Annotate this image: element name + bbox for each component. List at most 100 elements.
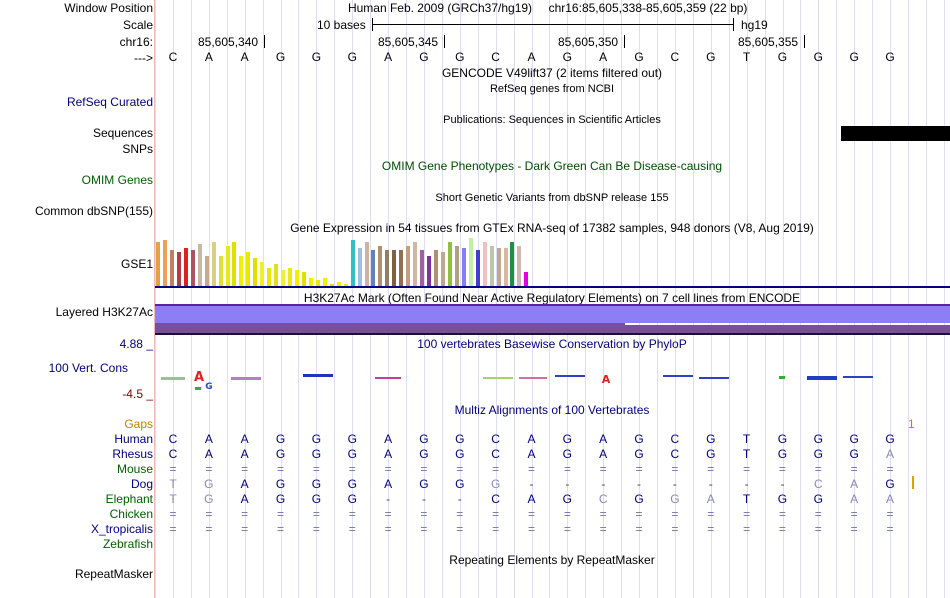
gtex-expression-bars[interactable]: [155, 236, 535, 286]
species-label[interactable]: Chicken: [109, 507, 153, 521]
gtex-tissue-bar[interactable]: [260, 262, 265, 286]
gse1-label[interactable]: GSE1: [120, 257, 153, 271]
gtex-tissue-bar[interactable]: [162, 240, 167, 286]
gtex-tissue-bar[interactable]: [336, 282, 341, 286]
aligned-base: A: [384, 447, 393, 461]
species-label[interactable]: Zebrafish: [102, 537, 153, 551]
gtex-tissue-bar[interactable]: [420, 250, 425, 286]
gtex-tissue-bar[interactable]: [308, 278, 313, 286]
gtex-tissue-bar[interactable]: [385, 250, 390, 286]
species-label[interactable]: X_tropicalis: [90, 522, 153, 536]
omim-track-title[interactable]: OMIM Gene Phenotypes - Dark Green Can Be…: [381, 159, 723, 173]
gtex-tissue-bar[interactable]: [239, 256, 244, 286]
dbsnp-track-title[interactable]: Short Genetic Variants from dbSNP releas…: [435, 192, 669, 204]
gtex-tissue-bar[interactable]: [329, 284, 334, 286]
gtex-tissue-bar[interactable]: [274, 264, 279, 286]
gtex-tissue-bar[interactable]: [190, 250, 195, 286]
gtex-tissue-bar[interactable]: [281, 270, 286, 286]
multiz-track-title[interactable]: Multiz Alignments of 100 Vertebrates: [454, 403, 650, 417]
gtex-tissue-bar[interactable]: [524, 272, 529, 286]
gtex-tissue-bar[interactable]: [322, 278, 327, 286]
aligned-base: =: [671, 462, 679, 476]
base-letter: G: [455, 50, 465, 64]
gencode-track-title[interactable]: GENCODE V49lift37 (2 items filtered out): [441, 66, 663, 80]
gtex-tissue-bar[interactable]: [315, 280, 320, 286]
h3k27ac-label[interactable]: Layered H3K27Ac: [55, 305, 153, 319]
species-label[interactable]: Mouse: [116, 462, 153, 476]
snps-label[interactable]: SNPs: [122, 142, 153, 156]
gtex-tissue-bar[interactable]: [350, 240, 355, 286]
refseq-curated-label[interactable]: RefSeq Curated: [66, 95, 153, 109]
repeatmasker-label[interactable]: RepeatMasker: [74, 567, 153, 581]
species-label[interactable]: Rhesus: [112, 447, 153, 461]
gtex-tissue-bar[interactable]: [496, 248, 501, 286]
gtex-tissue-bar[interactable]: [399, 250, 404, 286]
gtex-tissue-bar[interactable]: [461, 248, 466, 286]
gtex-tissue-bar[interactable]: [447, 242, 452, 286]
gtex-tissue-bar[interactable]: [364, 242, 369, 286]
gtex-tissue-bar[interactable]: [357, 248, 362, 286]
h3k27ac-signal[interactable]: [155, 306, 950, 323]
gtex-tissue-bar[interactable]: [288, 268, 293, 286]
gtex-tissue-bar[interactable]: [434, 250, 438, 286]
gtex-tissue-bar[interactable]: [176, 252, 181, 286]
gtex-tissue-bar[interactable]: [211, 242, 216, 286]
gtex-tissue-bar[interactable]: [253, 258, 258, 286]
species-label[interactable]: Human: [114, 432, 153, 446]
repeatmasker-track-title[interactable]: Repeating Elements by RepeatMasker: [449, 553, 655, 567]
publication-feature[interactable]: [841, 126, 950, 141]
gtex-tissue-bar[interactable]: [197, 244, 202, 286]
gtex-tissue-bar[interactable]: [440, 252, 445, 286]
aligned-base: -: [708, 477, 713, 491]
phylop-track-title[interactable]: 100 vertebrates Basewise Conservation by…: [417, 337, 687, 351]
species-label[interactable]: Elephant: [105, 492, 153, 506]
base-letter: A: [240, 50, 249, 64]
gtex-tissue-bar[interactable]: [517, 246, 522, 286]
gtex-tissue-bar[interactable]: [406, 246, 411, 286]
dbsnp-label[interactable]: Common dbSNP(155): [34, 204, 153, 218]
species-label[interactable]: Dog: [130, 477, 153, 491]
aligned-base: C: [670, 447, 680, 461]
gtex-tissue-bar[interactable]: [427, 256, 432, 286]
scale-bar: [372, 24, 733, 25]
gtex-track-title[interactable]: Gene Expression in 54 tissues from GTEx …: [290, 221, 814, 235]
gtex-tissue-bar[interactable]: [232, 242, 237, 286]
gtex-tissue-bar[interactable]: [475, 250, 480, 286]
gtex-tissue-bar[interactable]: [510, 242, 515, 286]
aligned-base: A: [527, 432, 536, 446]
base-letter: G: [419, 50, 429, 64]
gtex-tissue-bar[interactable]: [246, 252, 251, 286]
gaps-label[interactable]: Gaps: [124, 417, 153, 431]
aligned-base: =: [205, 462, 213, 476]
gtex-tissue-bar[interactable]: [267, 268, 272, 286]
gtex-tissue-bar[interactable]: [378, 246, 383, 286]
gtex-tissue-bar[interactable]: [156, 242, 160, 286]
gtex-tissue-bar[interactable]: [204, 256, 209, 286]
gtex-tissue-bar[interactable]: [482, 242, 487, 286]
gtex-tissue-bar[interactable]: [371, 250, 376, 286]
aligned-base: G: [275, 432, 286, 446]
gtex-tissue-bar[interactable]: [301, 272, 306, 286]
omim-genes-label[interactable]: OMIM Genes: [81, 173, 153, 187]
gtex-tissue-bar[interactable]: [225, 246, 230, 286]
gtex-tissue-bar[interactable]: [454, 246, 459, 286]
gtex-tissue-bar[interactable]: [413, 242, 418, 286]
gtex-tissue-bar[interactable]: [468, 238, 473, 286]
sequences-label[interactable]: Sequences: [92, 126, 153, 140]
base-letter: C: [670, 50, 680, 64]
publications-track-title[interactable]: Publications: Sequences in Scientific Ar…: [443, 114, 661, 126]
h3k27ac-track-title[interactable]: H3K27Ac Mark (Often Found Near Active Re…: [303, 291, 801, 305]
gtex-tissue-bar[interactable]: [169, 250, 174, 286]
gtex-tissue-bar[interactable]: [295, 270, 299, 286]
refseq-track-title[interactable]: RefSeq genes from NCBI: [489, 83, 615, 95]
gtex-tissue-bar[interactable]: [183, 248, 188, 286]
aligned-base: =: [707, 507, 715, 521]
aligned-base: G: [347, 477, 357, 491]
cons-mark: [807, 376, 837, 380]
gtex-tissue-bar[interactable]: [218, 256, 223, 286]
gtex-tissue-bar[interactable]: [489, 246, 494, 286]
gtex-tissue-bar[interactable]: [503, 248, 508, 286]
gtex-tissue-bar[interactable]: [343, 284, 348, 286]
vert-cons-label[interactable]: 100 Vert. Cons: [48, 361, 128, 375]
gtex-tissue-bar[interactable]: [392, 250, 397, 286]
